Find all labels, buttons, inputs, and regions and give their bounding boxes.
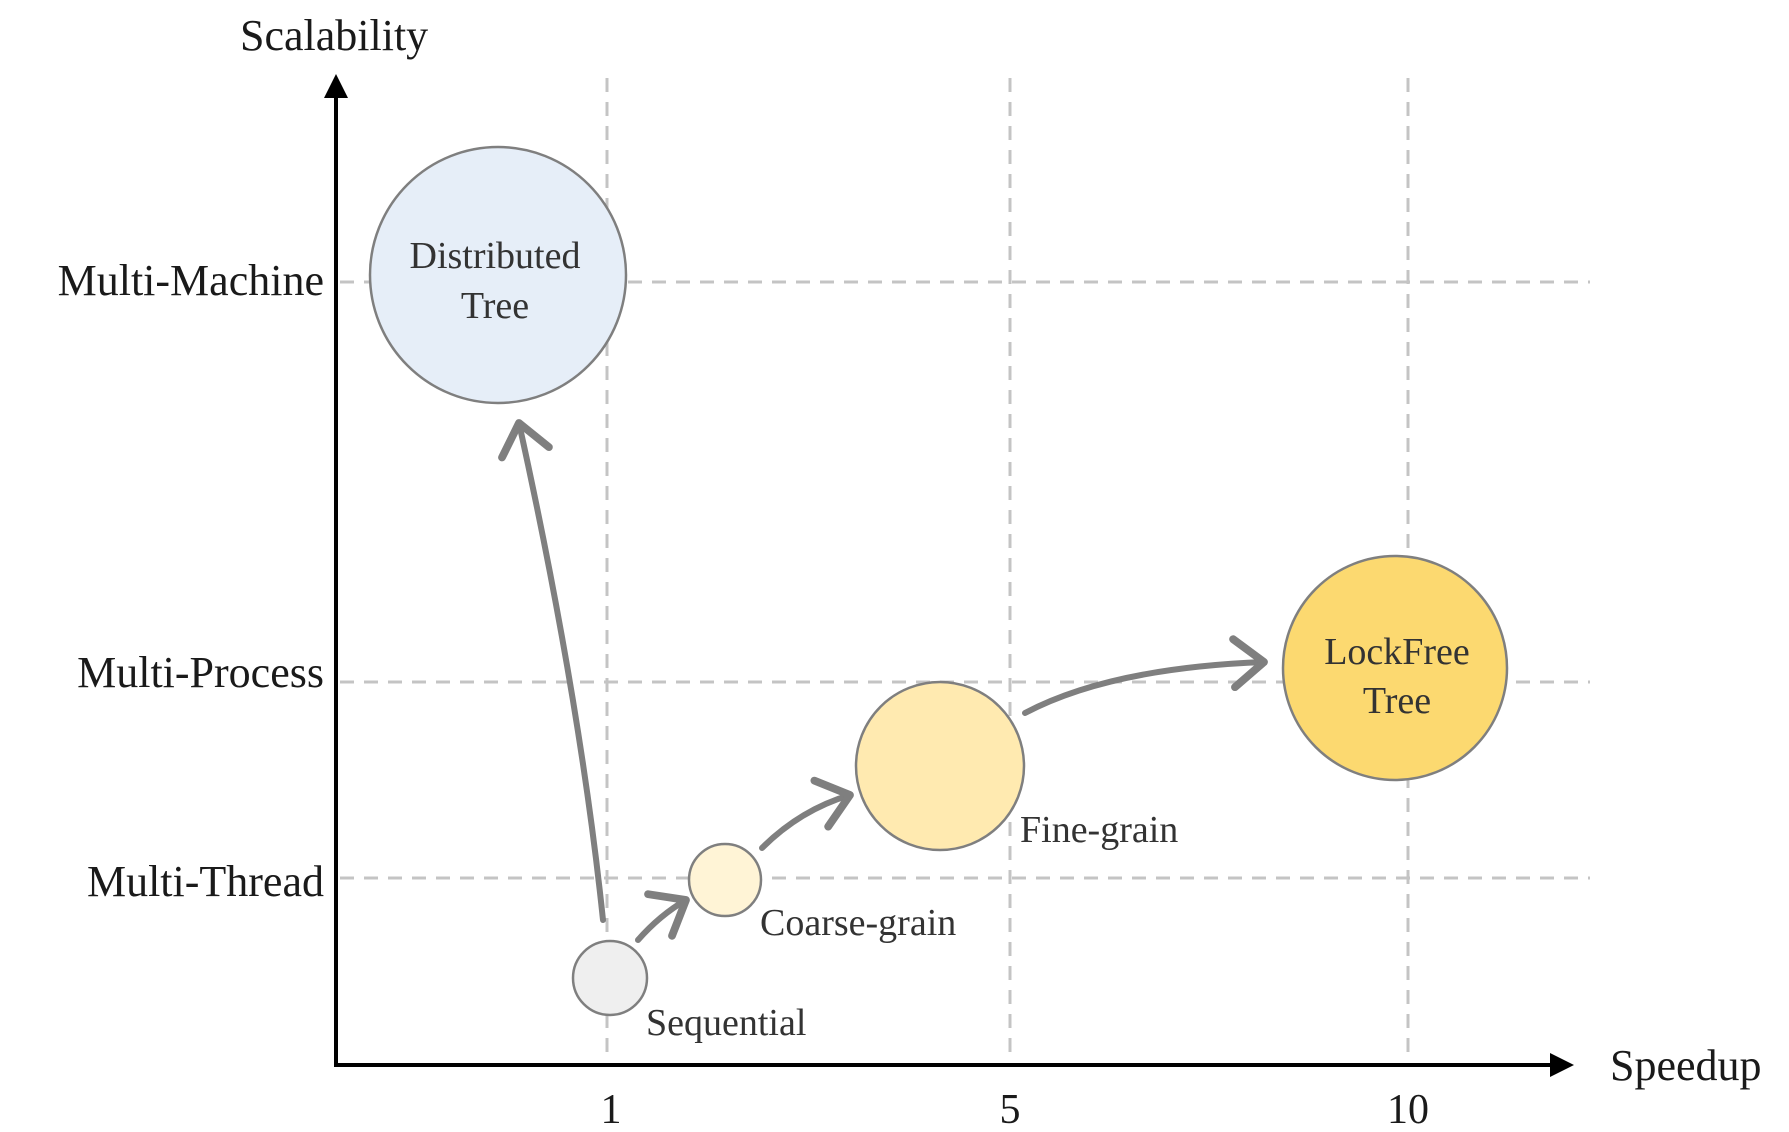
x-tick-10: 10: [1387, 1087, 1429, 1132]
label-lockfree-line1: LockFree: [1324, 631, 1470, 673]
bubble-distributed-tree: [368, 145, 628, 405]
bubble-lockfree-tree: [1281, 554, 1509, 782]
bubble-fine-grain: [854, 680, 1026, 852]
arrow-coarse-grain-to-fine-grain: [759, 776, 854, 851]
x-axis-title: Speedup: [1610, 1041, 1762, 1090]
bubble-sequential: [571, 939, 649, 1017]
arrows: [498, 419, 1268, 943]
label-distributed-line1: Distributed: [410, 235, 581, 277]
label-fine-grain: Fine-grain: [1020, 809, 1178, 851]
y-axis-title: Scalability: [240, 11, 428, 60]
label-distributed-line2: Tree: [461, 285, 529, 327]
label-coarse-grain: Coarse-grain: [760, 902, 956, 944]
bubble-coarse-grain: [687, 842, 763, 918]
y-tick-multi-machine: Multi-Machine: [58, 256, 324, 305]
label-lockfree-line2: Tree: [1363, 680, 1431, 722]
arrow-fine-grain-to-lockfree: [1022, 635, 1268, 716]
y-tick-multi-thread: Multi-Thread: [87, 857, 324, 906]
bubbles: [368, 145, 1509, 1017]
arrow-sequential-to-distributed: [498, 419, 606, 923]
axes: [324, 74, 1574, 1077]
x-tick-5: 5: [1000, 1087, 1021, 1132]
x-tick-1: 1: [601, 1087, 622, 1132]
label-sequential: Sequential: [646, 1002, 806, 1044]
y-tick-multi-process: Multi-Process: [77, 648, 324, 697]
arrow-sequential-to-coarse-grain: [635, 890, 690, 943]
